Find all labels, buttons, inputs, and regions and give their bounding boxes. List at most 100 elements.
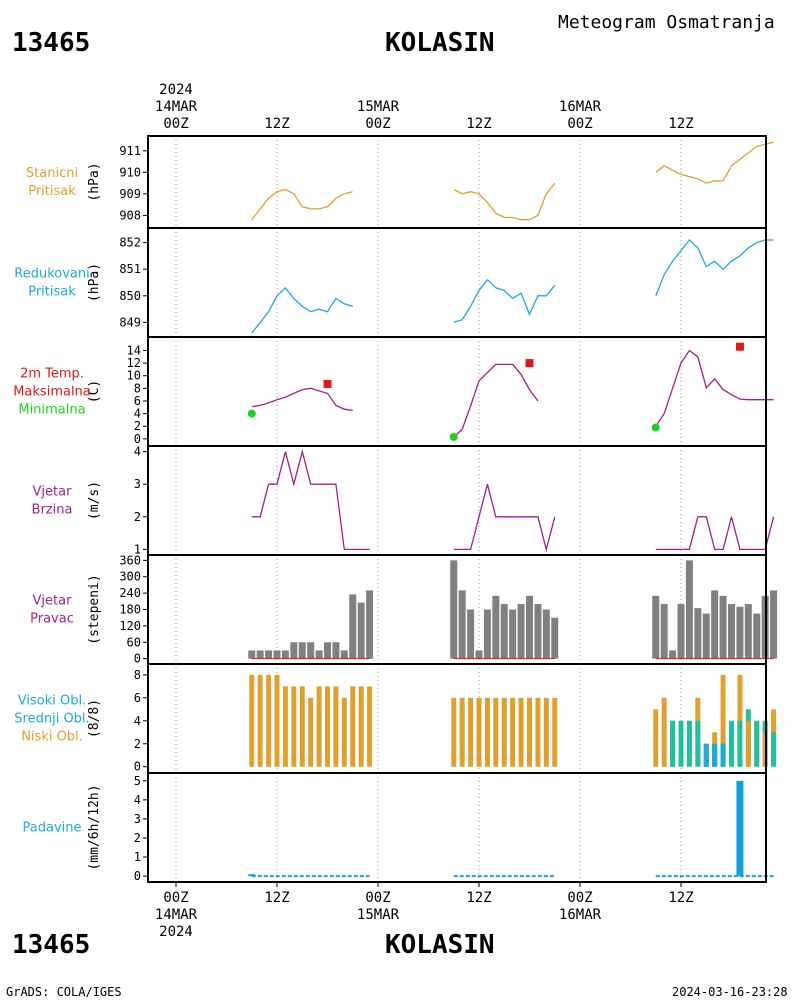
station-name-bottom: KOLASIN (385, 930, 495, 960)
precip-bar (736, 780, 744, 877)
series-line (251, 449, 775, 552)
time-label-top: 12Z (264, 116, 289, 132)
wind-dir-bar (281, 650, 289, 659)
y-tick-label: 0 (134, 652, 141, 666)
cloud-bar (501, 697, 507, 767)
wind-dir-bar (677, 604, 685, 659)
min-temp-marker (247, 409, 256, 418)
panel-title: Visoki Obl. (18, 694, 86, 709)
wind-dir-bar (265, 650, 273, 659)
y-tick-label: 12 (127, 356, 141, 370)
panel-4: 1 2 3 4 (m/s) Vjetar Brzina (32, 445, 775, 556)
panel-frame (147, 227, 767, 338)
wind-dir-bar (450, 560, 458, 659)
axis-label: (mm/6h/12h) (87, 784, 102, 870)
wind-dir-bar (273, 650, 281, 659)
cloud-bar (493, 697, 499, 767)
y-tick-label: 2 (134, 737, 141, 751)
axis-label: (hPa) (87, 162, 102, 201)
cloud-bar (484, 697, 490, 767)
cloud-bar (720, 674, 726, 767)
cloud-bar (653, 709, 659, 767)
y-tick-label: 1 (134, 542, 141, 556)
time-label-bottom: 12Z (264, 890, 289, 906)
panel-2: 849 850 851 852 (hPa)Redukovani Pritisak (14, 227, 774, 338)
y-tick-label: 4 (134, 445, 141, 459)
max-temp-marker (525, 359, 534, 368)
y-tick-label: 60 (127, 635, 141, 649)
panel-frame (147, 445, 767, 556)
wind-dir-bar (458, 590, 466, 659)
panel-title: Niski Obl. (21, 730, 83, 745)
footer-software: GrADS: COLA/IGES (6, 985, 122, 999)
year-label-top: 2024 (159, 82, 193, 98)
y-tick-label: 910 (119, 165, 141, 179)
cloud-bar (299, 686, 305, 767)
wind-dir-bar (526, 595, 533, 659)
wind-dir-bar (669, 650, 677, 659)
cloud-bar (249, 674, 255, 767)
time-label-top: 00Z (163, 116, 188, 132)
date-label-top: 15MAR (357, 99, 400, 115)
y-tick-label: 6 (134, 691, 141, 705)
time-label-top: 00Z (365, 116, 390, 132)
y-tick-label: 8 (134, 668, 141, 682)
wind-dir-bar (685, 560, 693, 659)
date-label-top: 14MAR (155, 99, 198, 115)
cloud-bar (468, 697, 474, 767)
y-tick-label: 3 (134, 812, 141, 826)
panel-1: 908 909 910 911 (hPa) Stanicni Pritisak (26, 135, 774, 229)
time-label-bottom: 00Z (163, 890, 188, 906)
wind-dir-bar (702, 613, 710, 659)
axis-label: (8/8) (87, 699, 102, 738)
panel-title: Vjetar (33, 485, 73, 500)
panel-6: 0 2 4 6 8 (8/8)Visoki Obl. Srednji Obl. Niski O… (14, 663, 777, 774)
series-line (251, 141, 774, 221)
cloud-bar (308, 697, 314, 767)
date-label-top: 16MAR (559, 99, 602, 115)
panel-frame (147, 336, 767, 447)
panel-title: Redukovani (14, 267, 89, 282)
cloud-bar (670, 720, 676, 767)
y-tick-label: 849 (119, 315, 141, 329)
wind-dir-bar (753, 613, 761, 659)
y-tick-label: 1 (134, 850, 141, 864)
panel-5: 0 60 120 180 240 300 360 (stepeni) Vjetar Pravac (30, 553, 778, 666)
time-label-top: 12Z (668, 116, 693, 132)
wind-dir-bar (509, 609, 517, 659)
y-tick-label: 240 (119, 586, 141, 600)
cloud-bar (257, 674, 263, 767)
cloud-bar (316, 686, 322, 767)
wind-dir-bar (256, 650, 264, 659)
panel-title: Stanicni (26, 166, 78, 181)
cloud-bar (274, 674, 280, 767)
axis-label: (stepeni) (87, 574, 102, 644)
wind-dir-bar (770, 590, 778, 659)
cloud-bar (695, 720, 701, 767)
cloud-bar (459, 697, 465, 767)
cloud-bar (266, 674, 272, 767)
panel-title: 2m Temp. (20, 367, 84, 382)
cloud-bar (341, 697, 347, 767)
panel-title: Minimalna (18, 403, 85, 418)
time-label-bottom: 00Z (365, 890, 390, 906)
wind-dir-bar (534, 604, 542, 659)
panel-title: Padavine (23, 821, 82, 836)
cloud-bar (543, 697, 549, 767)
cloud-bar (510, 697, 516, 767)
y-tick-label: 8 (134, 381, 141, 395)
panel-title: Vjetar (33, 594, 73, 609)
station-name-top: KOLASIN (385, 28, 495, 58)
wind-dir-bar (298, 642, 306, 659)
y-tick-label: 10 (127, 369, 141, 383)
date-label-bottom: 14MAR (155, 907, 198, 923)
panel-7: 0 1 2 3 4 5 (mm/6h/12h) Padavine (23, 772, 774, 883)
y-tick-label: 4 (134, 714, 141, 728)
wind-dir-bar (744, 604, 752, 659)
series-line (251, 349, 774, 438)
y-tick-label: 850 (119, 289, 141, 303)
cloud-bar (720, 743, 726, 767)
min-temp-marker (449, 432, 458, 441)
panel-title: Pritisak (28, 184, 76, 199)
